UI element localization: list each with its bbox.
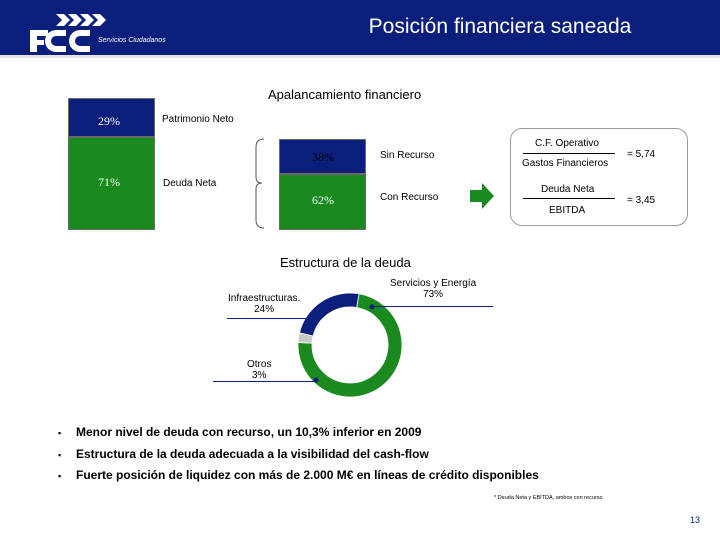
leader-line-services [372,306,493,307]
ratio-box [510,128,688,226]
donut-segment-services [297,293,403,398]
segment-infra-label: Infraestructuras. 24% [228,293,300,315]
ratio2-value: = 3,45 [627,195,656,206]
segment-others-label: Otros 3% [247,359,271,381]
net-debt-label: Deuda Neta [163,178,217,189]
equity-pct: 29% [98,114,120,128]
segment-services-name: Servicios y Energía [390,278,477,289]
non-recourse-pct: 38% [312,150,334,164]
equity-label: Patrimonio Neto [162,114,234,125]
recourse-bar [279,174,366,230]
ratio1-numerator: C.F. Operativo [535,138,599,149]
segment-infra-name: Infraestructuras. [228,293,301,304]
leader-line-infra [227,318,319,319]
ratio2-numerator: Deuda Neta [541,184,595,195]
non-recourse-bar [279,139,366,174]
bullet-marker-1: ▪ [58,428,62,438]
bullet-text-1: Menor nivel de deuda con recurso, un 10,… [76,425,422,439]
bullet-text-2: Estructura de la deuda adecuada a la vis… [76,447,429,461]
footnote: * Deuda Neta y EBITDA, ambos con recurso [494,495,603,501]
header-divider [0,55,720,58]
page-number: 13 [690,515,701,525]
logo-subtitle: Servicios Ciudadanos [98,37,166,44]
segment-others-pct: 3% [252,370,267,381]
fcc-logo [30,14,106,52]
net-debt-pct: 71% [98,175,120,189]
slide-header [0,0,720,55]
net-debt-bar [68,137,155,230]
donut-segment-infra [298,292,360,337]
leader-line-others [213,381,318,382]
debt-donut-chart [297,292,403,398]
non-recourse-label: Sin Recurso [380,150,435,161]
recourse-label: Con Recurso [380,192,439,203]
segment-infra-pct: 24% [254,304,275,315]
leader-dot-1 [369,304,375,310]
ratio1-fraction-line [523,153,615,154]
leverage-title: Apalancamiento financiero [268,87,422,102]
recourse-pct: 62% [312,193,334,207]
ratio1-denominator: Gastos Financieros [522,158,609,169]
ratio2-fraction-line [523,198,615,199]
arrow-right-icon [470,183,494,209]
segment-services-label: Servicios y Energía 73% [390,278,476,300]
bullet-marker-3: ▪ [58,471,62,481]
page-title: Posición financiera saneada [368,15,632,38]
segment-services-pct: 73% [423,289,444,300]
ratio2-denominator: EBITDA [549,205,586,216]
debt-structure-title: Estructura de la deuda [280,255,411,270]
bullet-text-3: Fuerte posición de liquidez con más de 2… [76,468,539,482]
bracket-icon [255,138,265,229]
ratio1-value: = 5,74 [627,149,656,160]
equity-bar [68,98,155,137]
segment-others-name: Otros [247,359,272,370]
bullet-marker-2: ▪ [58,450,62,460]
